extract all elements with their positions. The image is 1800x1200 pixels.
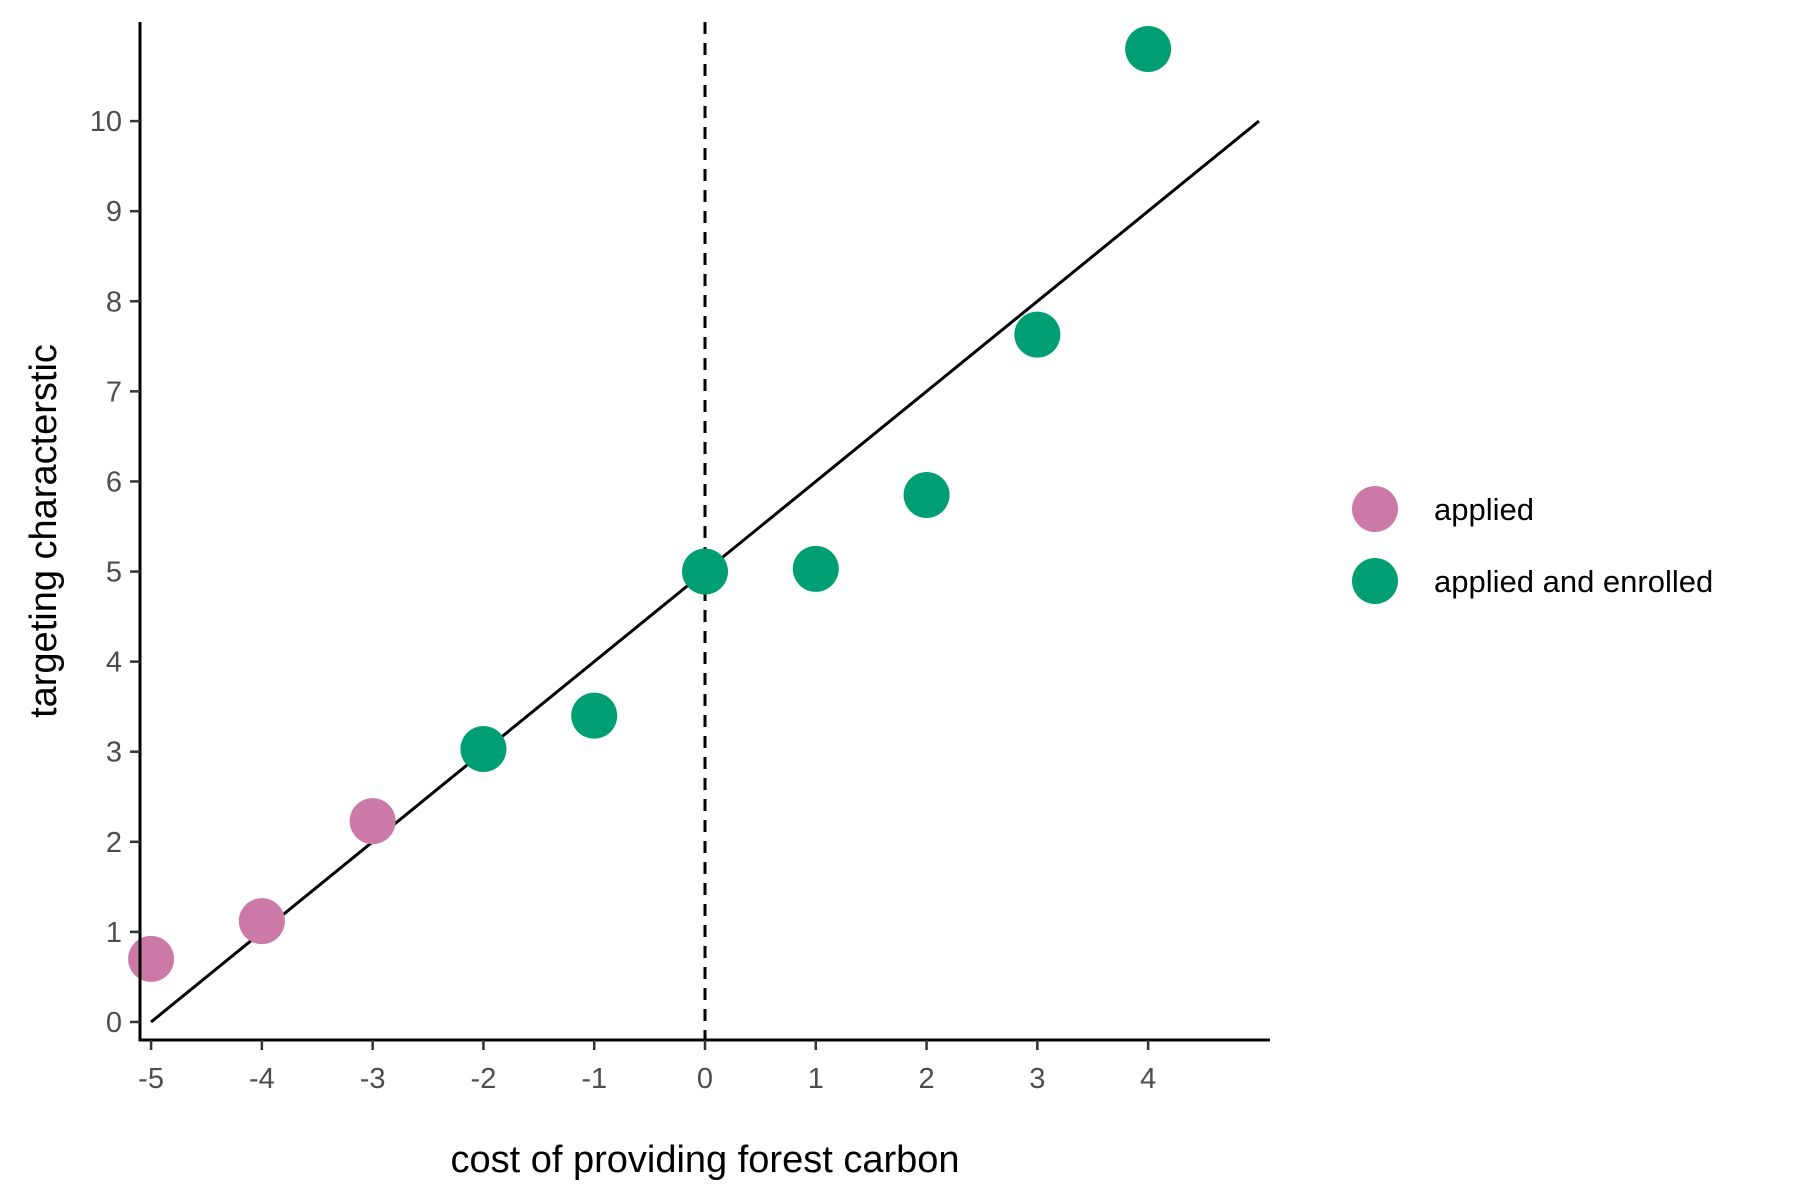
x-tick-label: 1 (808, 1063, 824, 1095)
data-point (460, 726, 507, 773)
y-tick-label: 10 (90, 106, 122, 138)
y-tick-label: 5 (106, 557, 122, 589)
y-tick-label: 8 (106, 286, 122, 318)
x-tick-label: 2 (918, 1063, 934, 1095)
y-tick-label: 9 (106, 196, 122, 228)
y-tick-label: 1 (106, 917, 122, 949)
y-tick-label: 6 (106, 466, 122, 498)
data-point (1014, 311, 1061, 358)
y-axis-title: targeting characterstic (23, 344, 65, 718)
x-tick-label: 4 (1140, 1063, 1156, 1095)
x-tick-label: 0 (697, 1063, 713, 1095)
data-point (128, 935, 175, 982)
legend-label: applied (1434, 492, 1534, 527)
legend: applied applied and enrolled (1352, 486, 1713, 604)
x-tick-label: -5 (138, 1063, 164, 1095)
y-tick-label: 3 (106, 737, 122, 769)
data-point (1125, 26, 1172, 73)
y-tick-label: 4 (106, 647, 122, 679)
legend-label: applied and enrolled (1434, 564, 1713, 599)
x-tick-label: -1 (581, 1063, 607, 1095)
x-axis-title: cost of providing forest carbon (450, 1139, 959, 1181)
legend-key (1352, 486, 1398, 532)
x-tick-label: -2 (471, 1063, 497, 1095)
data-point (349, 798, 396, 845)
data-point (571, 692, 618, 739)
y-tick-label: 2 (106, 827, 122, 859)
y-tick-label: 0 (106, 1007, 122, 1039)
data-point (682, 548, 728, 595)
data-point (792, 545, 839, 592)
legend-key (1352, 558, 1398, 604)
data-point (903, 471, 950, 518)
x-tick-label: -4 (249, 1063, 275, 1095)
data-point (238, 898, 285, 945)
x-tick-label: -3 (360, 1063, 386, 1095)
y-tick-label: 7 (106, 376, 122, 408)
x-tick-label: 3 (1029, 1063, 1045, 1095)
